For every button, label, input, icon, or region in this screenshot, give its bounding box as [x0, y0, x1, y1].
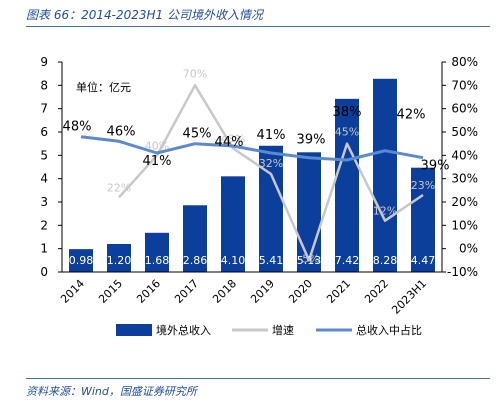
bar-value-label: 5.41: [259, 254, 284, 267]
share-value-label: 48%: [63, 120, 92, 135]
bar-series: [69, 78, 435, 272]
right-axis-tick-label: 60%: [451, 102, 478, 116]
source-note: 资料来源：Wind，国盛证券研究所: [26, 385, 197, 398]
right-axis-tick-label: 30%: [451, 172, 478, 186]
bar: [411, 167, 435, 272]
growth-value-label: 23%: [411, 179, 435, 192]
x-axis-tick-label: 2015: [96, 277, 125, 306]
growth-value-label: 43%: [221, 132, 245, 145]
share-value-label: 41%: [257, 128, 286, 143]
bar-value-label: 2.86: [183, 254, 208, 267]
left-axis-tick-label: 4: [40, 172, 48, 186]
left-axis-tick-label: 2: [40, 218, 48, 232]
right-axis-tick-label: 10%: [451, 218, 478, 232]
left-axis-tick-label: 9: [40, 55, 48, 69]
share-value-label: 39%: [297, 133, 326, 148]
title-divider: [26, 26, 490, 27]
legend-label: 增速: [272, 323, 294, 337]
bar: [221, 176, 245, 272]
growth-value-label: 12%: [373, 205, 397, 218]
right-axis: -10% 0% 10% 20% 30% 40% 50% 60% 70% 80%: [441, 55, 478, 279]
bar-value-label: 8.28: [373, 254, 398, 267]
growth-value-label: 70%: [183, 67, 207, 80]
x-axis-tick-label: 2022: [362, 277, 391, 306]
growth-value-label: 32%: [259, 157, 283, 170]
bar: [145, 232, 169, 272]
bar-value-label: 1.68: [145, 254, 170, 267]
right-axis-tick-label: 20%: [451, 195, 478, 209]
bar: [297, 152, 321, 272]
share-value-label: 44%: [215, 135, 244, 150]
growth-value-label: 45%: [335, 126, 359, 139]
bar: [183, 205, 207, 272]
right-axis-tick-label: 40%: [451, 148, 478, 162]
legend-swatch-bar: [116, 324, 152, 336]
unit-label: 单位：亿元: [76, 80, 131, 94]
left-axis-tick-label: 5: [40, 148, 48, 162]
x-axis: 2014 2015 2016 2017 2018 2019 2020 2021 20222023…: [58, 271, 442, 317]
bar-value-label: 4.47: [411, 254, 436, 267]
x-axis-tick-label: 2018: [210, 277, 239, 306]
bar: [107, 244, 131, 272]
growth-value-label: 40%: [145, 139, 169, 152]
right-axis-tick-label: 50%: [451, 125, 478, 139]
right-axis-tick-label: 70%: [451, 78, 478, 92]
legend-label: 总收入中占比: [356, 323, 422, 337]
x-axis-tick-label: 2014: [58, 277, 87, 306]
right-axis-tick-label: -10%: [447, 265, 478, 279]
x-axis-tick-label: 2017: [172, 277, 201, 306]
share-value-label: 41%: [143, 154, 172, 169]
bar-value-label: 5.13: [297, 254, 322, 267]
left-axis-tick-label: 3: [40, 195, 48, 209]
left-axis-tick-label: 6: [40, 125, 48, 139]
growth-line: [118, 84, 424, 262]
bar-value-label: 0.98: [69, 254, 94, 267]
share-value-label: 42%: [397, 108, 426, 123]
bar-value-label: 1.20: [107, 254, 132, 267]
bar: [373, 78, 397, 272]
x-axis-tick-label: 2021: [324, 277, 353, 306]
right-axis-tick-label: 0%: [459, 242, 478, 256]
chart-title: 图表 66：2014-2023H1 公司境外收入情况: [26, 8, 263, 22]
share-value-label: 38%: [333, 105, 362, 120]
bar: [69, 249, 93, 272]
x-axis-tick-label: 2016: [134, 277, 163, 306]
right-axis-tick-label: 80%: [451, 55, 478, 69]
share-value-label: 45%: [183, 127, 212, 142]
growth-value-label: -5%: [298, 252, 319, 265]
left-axis-tick-label: 1: [40, 242, 48, 256]
data-labels: 0.98 1.20 1.68 2.86 4.10 5.41 5.13 7.42 8.28 4.47…: [63, 67, 450, 267]
growth-value-label: 22%: [107, 181, 131, 194]
line-series: [80, 84, 424, 262]
bar-value-label: 4.10: [221, 254, 246, 267]
share-line: [80, 135, 424, 162]
source-divider: [26, 378, 490, 379]
share-value-label: 46%: [107, 124, 136, 139]
bar-value-label: 7.42: [335, 254, 360, 267]
x-axis-tick-label: 2019: [248, 277, 277, 306]
left-axis: 0 1 2 3 4 5 6 7 8 9: [40, 55, 63, 279]
x-axis-tick-label: 2020: [286, 277, 315, 306]
share-value-label: 39%: [421, 159, 450, 174]
x-axis-tick-label: 2023H1: [389, 277, 429, 317]
left-axis-tick-label: 0: [40, 265, 48, 279]
bar: [259, 145, 283, 272]
legend-label: 境外总收入: [156, 323, 211, 337]
left-axis-tick-label: 8: [40, 78, 48, 92]
bar: [335, 98, 359, 272]
legend: 境外总收入 增速 总收入中占比: [116, 323, 422, 337]
chart-canvas: 0 1 2 3 4 5 6 7 8 9 -10% 0% 10% 20% 30% 40% 50% 60% 70% 80…: [40, 55, 478, 337]
left-axis-tick-label: 7: [40, 102, 48, 116]
